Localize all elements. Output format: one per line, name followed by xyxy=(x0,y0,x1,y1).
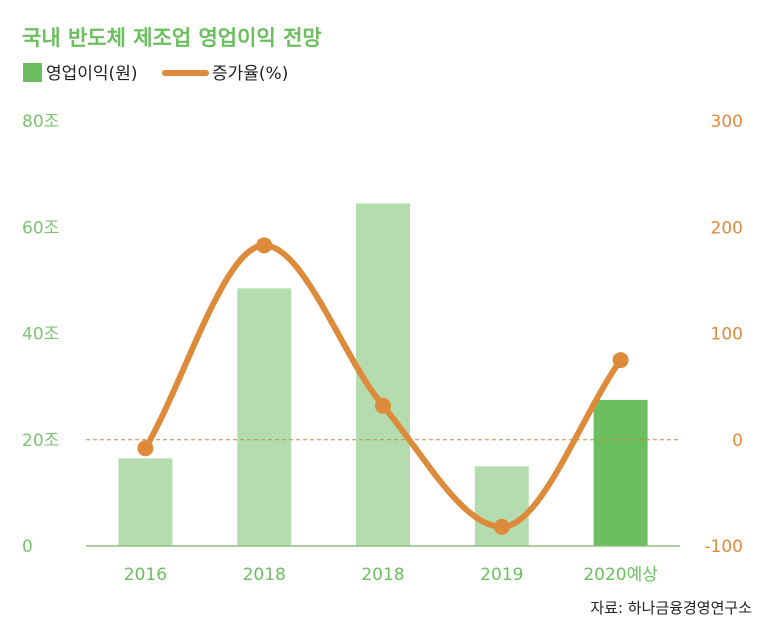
legend-bar-swatch xyxy=(23,63,42,82)
bar xyxy=(118,458,173,546)
line-series xyxy=(137,237,629,535)
bar xyxy=(237,288,292,546)
x-tick-label: 2020예상 xyxy=(583,565,658,585)
x-tick-label: 2016 xyxy=(124,565,167,585)
y-right-tick-label: 0 xyxy=(732,431,743,451)
line-point xyxy=(612,352,629,369)
legend-bar-label: 영업이익(원) xyxy=(46,64,137,84)
y-right-tick-label: -100 xyxy=(704,537,743,557)
line-point xyxy=(375,397,391,414)
y-left-tick-label: 0 xyxy=(22,537,33,557)
y-left-tick-label: 80조 xyxy=(22,112,59,132)
bar xyxy=(356,203,410,546)
y-axis-right: -100 0 100 200 300 xyxy=(704,112,743,557)
x-tick-label: 2018 xyxy=(243,565,286,585)
y-left-tick-label: 40조 xyxy=(22,325,59,345)
line-point xyxy=(256,237,273,254)
y-right-tick-label: 200 xyxy=(711,218,743,238)
legend-line-label: 증가율(%) xyxy=(212,64,288,84)
y-axis-left: 0 20조 40조 60조 80조 xyxy=(22,112,59,557)
x-tick-label: 2018 xyxy=(361,565,404,585)
bar-series xyxy=(118,203,648,546)
legend: 영업이익(원) 증가율(%) xyxy=(23,63,288,84)
y-left-tick-label: 20조 xyxy=(22,431,59,451)
chart-title: 국내 반도체 제조업 영업이익 전망 xyxy=(22,26,322,50)
line-point xyxy=(137,440,154,457)
y-right-tick-label: 100 xyxy=(711,325,743,345)
line-point xyxy=(493,518,510,535)
x-tick-label: 2019 xyxy=(480,565,523,585)
source-note: 자료: 하나금융경영연구소 xyxy=(590,599,752,617)
x-axis: 2016 2018 2018 2019 2020예상 xyxy=(124,565,658,585)
y-right-tick-label: 300 xyxy=(711,112,743,132)
bar xyxy=(593,399,648,546)
y-left-tick-label: 60조 xyxy=(22,218,59,238)
